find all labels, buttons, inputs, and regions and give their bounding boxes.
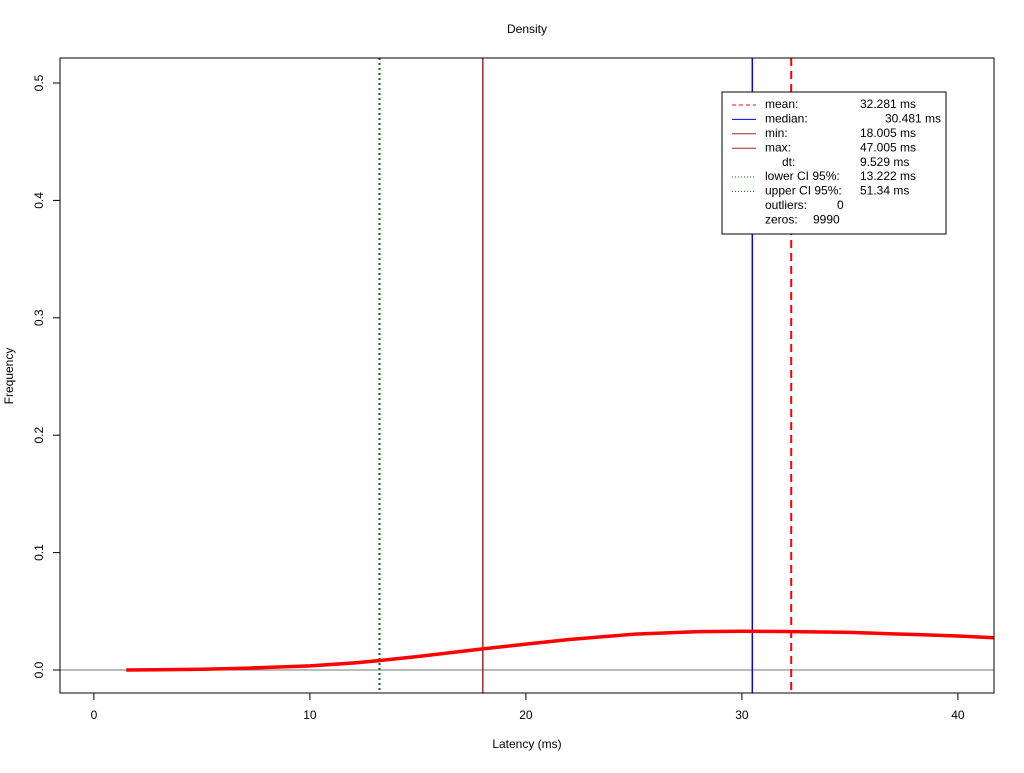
x-tick-label: 40 (951, 708, 965, 722)
legend-label: outliers: (765, 198, 807, 212)
chart-title: Density (507, 22, 547, 36)
legend-label: dt: (782, 155, 795, 169)
legend-value: 32.281 ms (860, 97, 916, 111)
legend-value: 9990 (813, 212, 840, 226)
x-tick-label: 10 (303, 708, 317, 722)
legend-value: 51.34 ms (860, 184, 909, 198)
y-tick-label: 0.5 (32, 74, 46, 91)
density-curve (126, 629, 994, 672)
y-tick-label: 0.3 (32, 309, 46, 326)
x-tick-label: 30 (735, 708, 749, 722)
legend-value: 9.529 ms (860, 155, 909, 169)
x-tick-label: 20 (519, 708, 533, 722)
legend-label: lower CI 95%: (765, 169, 840, 183)
legend-label: max: (765, 140, 791, 154)
legend-label: zeros: (765, 212, 798, 226)
y-axis-label: Frequency (2, 348, 16, 405)
x-tick-label: 0 (91, 708, 98, 722)
legend-box (721, 91, 947, 235)
legend-value: 30.481 ms (885, 112, 941, 126)
y-tick-label: 0.1 (32, 544, 46, 561)
legend-value: 18.005 ms (860, 126, 916, 140)
legend-label: median: (765, 112, 808, 126)
y-tick-label: 0.4 (32, 192, 46, 209)
legend-label: upper CI 95%: (765, 184, 842, 198)
x-axis-label: Latency (ms) (492, 737, 561, 751)
y-tick-label: 0.0 (32, 661, 46, 678)
legend-label: min: (765, 126, 788, 140)
legend-value: 13.222 ms (860, 169, 916, 183)
legend-value: 0 (837, 198, 844, 212)
legend-label: mean: (765, 97, 798, 111)
legend-value: 47.005 ms (860, 140, 916, 154)
y-tick-label: 0.2 (32, 427, 46, 444)
